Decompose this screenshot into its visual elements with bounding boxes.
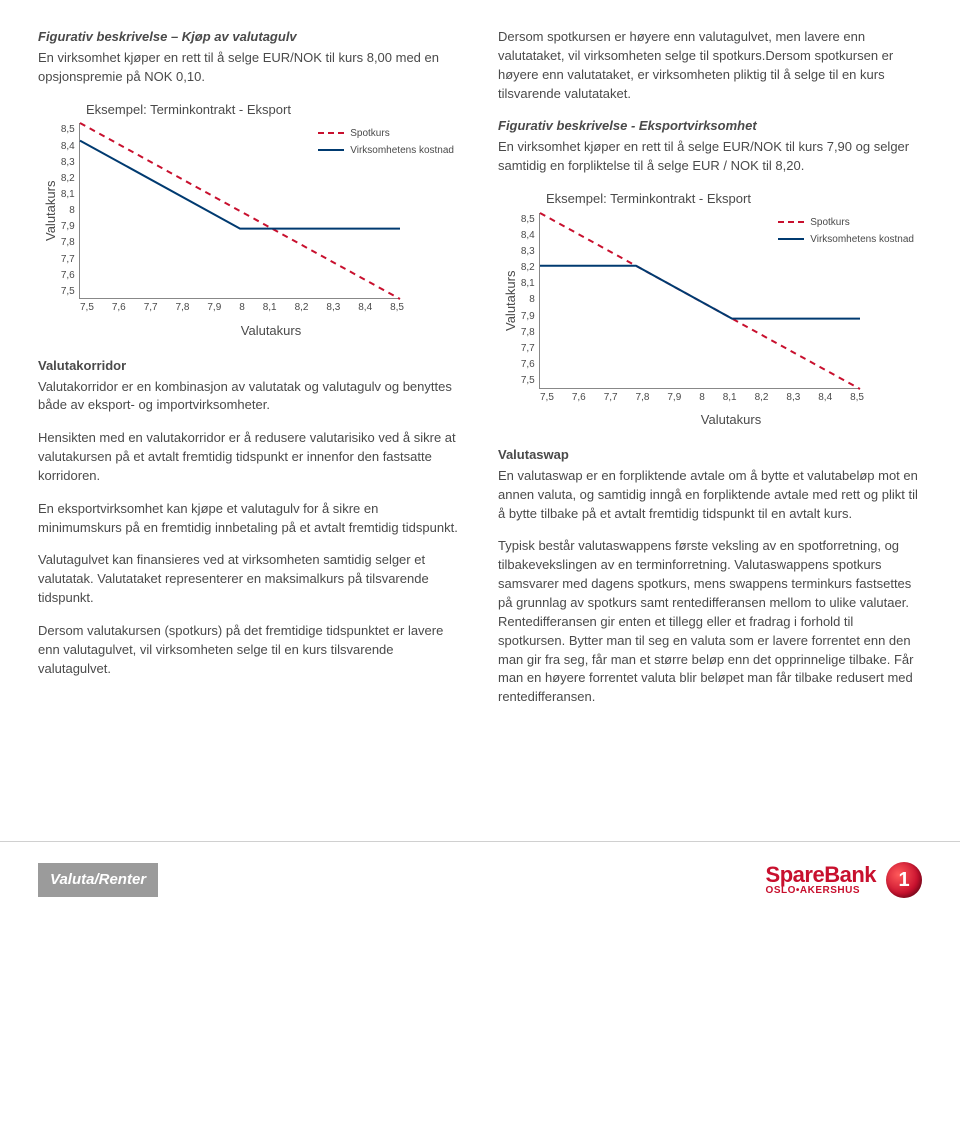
chart-2-xticks: 7,57,67,77,87,988,18,28,38,48,5	[540, 391, 864, 406]
right-p3: En valutaswap er en forpliktende avtale …	[498, 467, 922, 524]
chart-2-title: Eksempel: Terminkontrakt - Eksport	[546, 190, 922, 209]
left-p5: Dersom valutakursen (spotkurs) på det fr…	[38, 622, 462, 679]
chart-2: Eksempel: Terminkontrakt - Eksport Valut…	[498, 190, 922, 430]
left-p4: Valutagulvet kan finansieres ved at virk…	[38, 551, 462, 608]
right-p4: Typisk består valutaswappens første veks…	[498, 537, 922, 707]
figurative-heading-left: Figurativ beskrivelse – Kjøp av valutagu…	[38, 28, 462, 47]
intro-text-left: En virksomhet kjøper en rett til å selge…	[38, 49, 462, 87]
page: Figurativ beskrivelse – Kjøp av valutagu…	[0, 0, 960, 721]
brand-badge-icon: 1	[886, 862, 922, 898]
chart-2-legend: Spotkurs Virksomhetens kostnad	[778, 216, 914, 250]
chart-1-legend: Spotkurs Virksomhetens kostnad	[318, 127, 454, 161]
chart-1-xlabel: Valutakurs	[80, 322, 462, 341]
valutakorridor-title: Valutakorridor	[38, 357, 462, 376]
chart-2-yticks: 8,58,48,38,28,187,97,87,77,67,5	[521, 213, 539, 389]
right-column: Dersom spotkursen er høyere enn valutagu…	[498, 28, 922, 721]
legend-spot-label-2: Spotkurs	[810, 216, 849, 229]
chart-2-xlabel: Valutakurs	[540, 411, 922, 430]
brand-sub: OSLO•AKERSHUS	[766, 886, 860, 896]
spot-legend-swatch-2	[778, 221, 804, 223]
chart-1-title: Eksempel: Terminkontrakt - Eksport	[86, 101, 462, 120]
valutaswap-title: Valutaswap	[498, 446, 922, 465]
chart-1: Eksempel: Terminkontrakt - Eksport Valut…	[38, 101, 462, 341]
legend-cost-label: Virksomhetens kostnad	[350, 144, 454, 157]
chart-2-ylabel: Valutakurs	[498, 213, 521, 389]
chart-1-yticks: 8,58,48,38,28,187,97,87,77,67,5	[61, 123, 79, 299]
chart-1-xticks: 7,57,67,77,87,988,18,28,38,48,5	[80, 301, 404, 316]
brand-logo: SpareBank OSLO•AKERSHUS 1	[766, 862, 922, 898]
left-column: Figurativ beskrivelse – Kjøp av valutagu…	[38, 28, 462, 721]
cost-legend-swatch-2	[778, 238, 804, 240]
chart-1-ylabel: Valutakurs	[38, 123, 61, 299]
figurative-heading-right: Figurativ beskrivelse - Eksportvirksomhe…	[498, 117, 922, 136]
left-p2: Hensikten med en valutakorridor er å red…	[38, 429, 462, 486]
left-p3: En eksportvirksomhet kan kjøpe et valuta…	[38, 500, 462, 538]
spot-legend-swatch	[318, 132, 344, 134]
right-p2: En virksomhet kjøper en rett til å selge…	[498, 138, 922, 176]
left-p1: Valutakorridor er en kombinasjon av valu…	[38, 378, 462, 416]
two-column-layout: Figurativ beskrivelse – Kjøp av valutagu…	[38, 28, 922, 721]
cost-legend-swatch	[318, 149, 344, 151]
right-p1: Dersom spotkursen er høyere enn valutagu…	[498, 28, 922, 103]
brand-main: SpareBank	[766, 864, 876, 886]
footer: Valuta/Renter SpareBank OSLO•AKERSHUS 1	[0, 841, 960, 922]
legend-spot-label: Spotkurs	[350, 127, 389, 140]
footer-tag: Valuta/Renter	[38, 863, 158, 897]
legend-cost-label-2: Virksomhetens kostnad	[810, 233, 914, 246]
